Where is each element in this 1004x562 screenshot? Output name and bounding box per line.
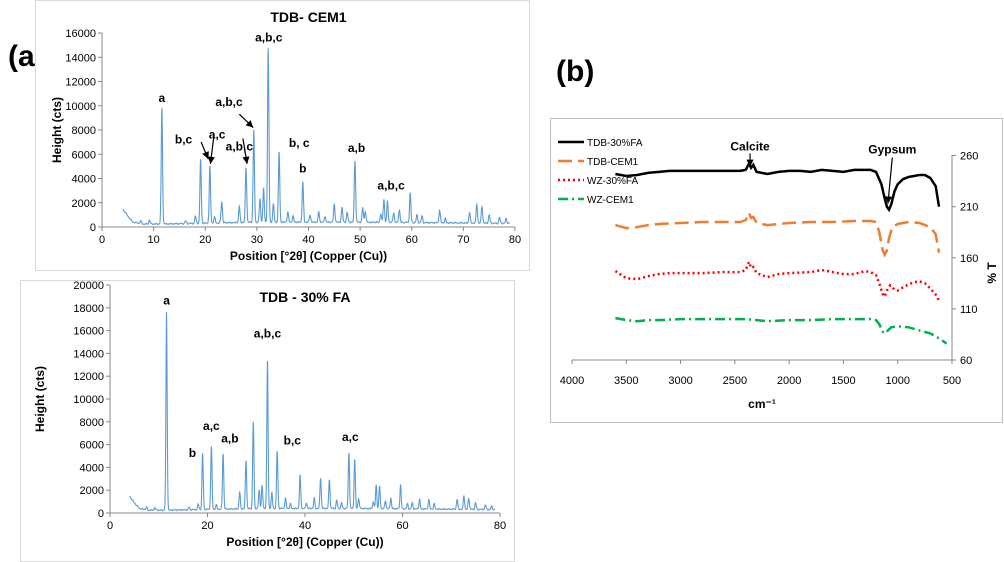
peak-annotation: a,b,c xyxy=(215,95,243,109)
y-tick-label: 18000 xyxy=(73,303,104,315)
peak-annotation: a,b xyxy=(221,431,238,445)
xrd-chart-tdb-cem1: TDB- CEM1 0 2000 4000 6000 8000 10000 12000 1400… xyxy=(35,0,530,271)
y-tick-label: 6000 xyxy=(80,440,104,452)
y-tick-label: 60 xyxy=(960,355,972,367)
peak-annotation: b, c xyxy=(289,136,310,150)
x-tick-label: 60 xyxy=(406,234,418,246)
x-tick-label: 10 xyxy=(148,234,160,246)
peak-annotation: a,b,c xyxy=(377,178,405,192)
series-line-0 xyxy=(615,160,941,213)
y-tick-label: 260 xyxy=(960,151,978,163)
x-tick-label: 30 xyxy=(251,234,263,246)
x-tick-label: 40 xyxy=(299,520,311,532)
annotation-arrow xyxy=(885,157,893,204)
x-tick-label: 1500 xyxy=(831,375,855,387)
y-axis-label: Height (cts) xyxy=(33,366,47,432)
y-tick-label: 8000 xyxy=(72,125,96,137)
y-tick-label: 8000 xyxy=(80,417,104,429)
y-tick-label: 2000 xyxy=(80,485,104,497)
series-line-3 xyxy=(615,316,948,345)
y-tick-label: 10000 xyxy=(73,394,104,406)
series-line-2 xyxy=(614,258,941,302)
x-tick-label: 60 xyxy=(396,520,408,532)
annotation-arrow xyxy=(200,141,209,160)
x-tick-label: 2500 xyxy=(723,375,747,387)
chart-frame xyxy=(20,280,515,562)
peak-annotation: b xyxy=(299,161,306,175)
y-tick-label: 14000 xyxy=(65,52,96,64)
peak-annotation: b,c xyxy=(175,132,193,146)
band-annotation: Gypsum xyxy=(868,143,916,157)
y-tick-label: 160 xyxy=(960,253,978,265)
y-tick-label: 110 xyxy=(960,304,978,316)
peak-annotation: a,b xyxy=(348,141,365,155)
x-tick-label: 1000 xyxy=(885,375,909,387)
y-tick-label: 12000 xyxy=(73,371,104,383)
legend-entry: TDB-CEM1 xyxy=(587,157,639,168)
peak-annotation: a,b,c xyxy=(255,30,283,44)
peak-annotation: a xyxy=(163,293,170,307)
peak-annotation: a,c xyxy=(342,430,359,444)
x-tick-label: 3500 xyxy=(614,375,638,387)
x-tick-label: 50 xyxy=(354,234,366,246)
y-tick-label: 16000 xyxy=(73,326,104,338)
x-tick-label: 0 xyxy=(107,520,113,532)
x-tick-label: 4000 xyxy=(560,375,584,387)
y-tick-label: 20000 xyxy=(73,280,104,292)
y-tick-label: 12000 xyxy=(65,77,96,89)
y-tick-label: 10000 xyxy=(65,101,96,113)
peak-annotation: a,c xyxy=(209,127,226,141)
chart-frame xyxy=(35,0,530,271)
x-axis-label: Position [°2θ] (Copper (Cu)) xyxy=(230,249,387,263)
y-tick-label: 0 xyxy=(98,508,104,520)
peak-annotation: b,c xyxy=(284,434,302,448)
y-tick-label: 4000 xyxy=(72,174,96,186)
peak-annotation: a,c xyxy=(203,419,220,433)
x-tick-label: 20 xyxy=(201,520,213,532)
y-tick-label: 14000 xyxy=(73,348,104,360)
peak-annotation: a,b,c xyxy=(226,140,254,154)
series-line-1 xyxy=(615,209,941,258)
peak-annotation: b xyxy=(189,446,196,460)
y-tick-label: 16000 xyxy=(65,28,96,40)
x-axis-label: Position [°2θ] (Copper (Cu)) xyxy=(226,535,383,549)
x-tick-label: 80 xyxy=(494,520,506,532)
y-axis-label: Height (cts) xyxy=(50,97,64,163)
legend-entry: WZ-CEM1 xyxy=(587,195,634,206)
xrd-pattern-line xyxy=(122,48,510,226)
peak-annotation: a xyxy=(159,91,166,105)
x-axis-label: cm⁻¹ xyxy=(748,397,776,411)
annotation-arrow xyxy=(238,113,254,129)
xrd-chart-tdb-30fa: TDB - 30% FA 0 2000 4000 6000 8000 10000 12000 1… xyxy=(20,280,515,562)
x-tick-label: 40 xyxy=(302,234,314,246)
x-tick-label: 3000 xyxy=(668,375,692,387)
x-tick-label: 70 xyxy=(457,234,469,246)
y-axis-label: % T xyxy=(985,262,999,284)
legend-entry: TDB-30%FA xyxy=(587,138,643,149)
y-tick-label: 6000 xyxy=(72,149,96,161)
y-tick-label: 4000 xyxy=(80,462,104,474)
y-tick-label: 210 xyxy=(960,202,978,214)
legend-entry: WZ-30%FA xyxy=(587,176,638,187)
annotation-arrow xyxy=(242,138,250,165)
peak-annotation: a,b,c xyxy=(254,326,282,340)
xrd-pattern-line xyxy=(129,311,496,512)
chart-title: TDB - 30% FA xyxy=(259,289,350,305)
panel-label-b: (b) xyxy=(556,55,595,88)
x-tick-label: 20 xyxy=(199,234,211,246)
chart-title: TDB- CEM1 xyxy=(270,9,346,25)
annotation-arrow xyxy=(207,134,215,165)
x-tick-label: 80 xyxy=(509,234,521,246)
x-tick-label: 0 xyxy=(99,234,105,246)
ftir-chart: 4000 3500 3000 2500 2000 1500 1000 500 60 110 160 2… xyxy=(550,118,1003,423)
chart-frame xyxy=(550,118,1003,423)
x-tick-label: 2000 xyxy=(777,375,801,387)
x-tick-label: 500 xyxy=(943,375,961,387)
y-tick-label: 2000 xyxy=(72,198,96,210)
y-tick-label: 0 xyxy=(90,222,96,234)
band-annotation: Calcite xyxy=(730,139,770,153)
